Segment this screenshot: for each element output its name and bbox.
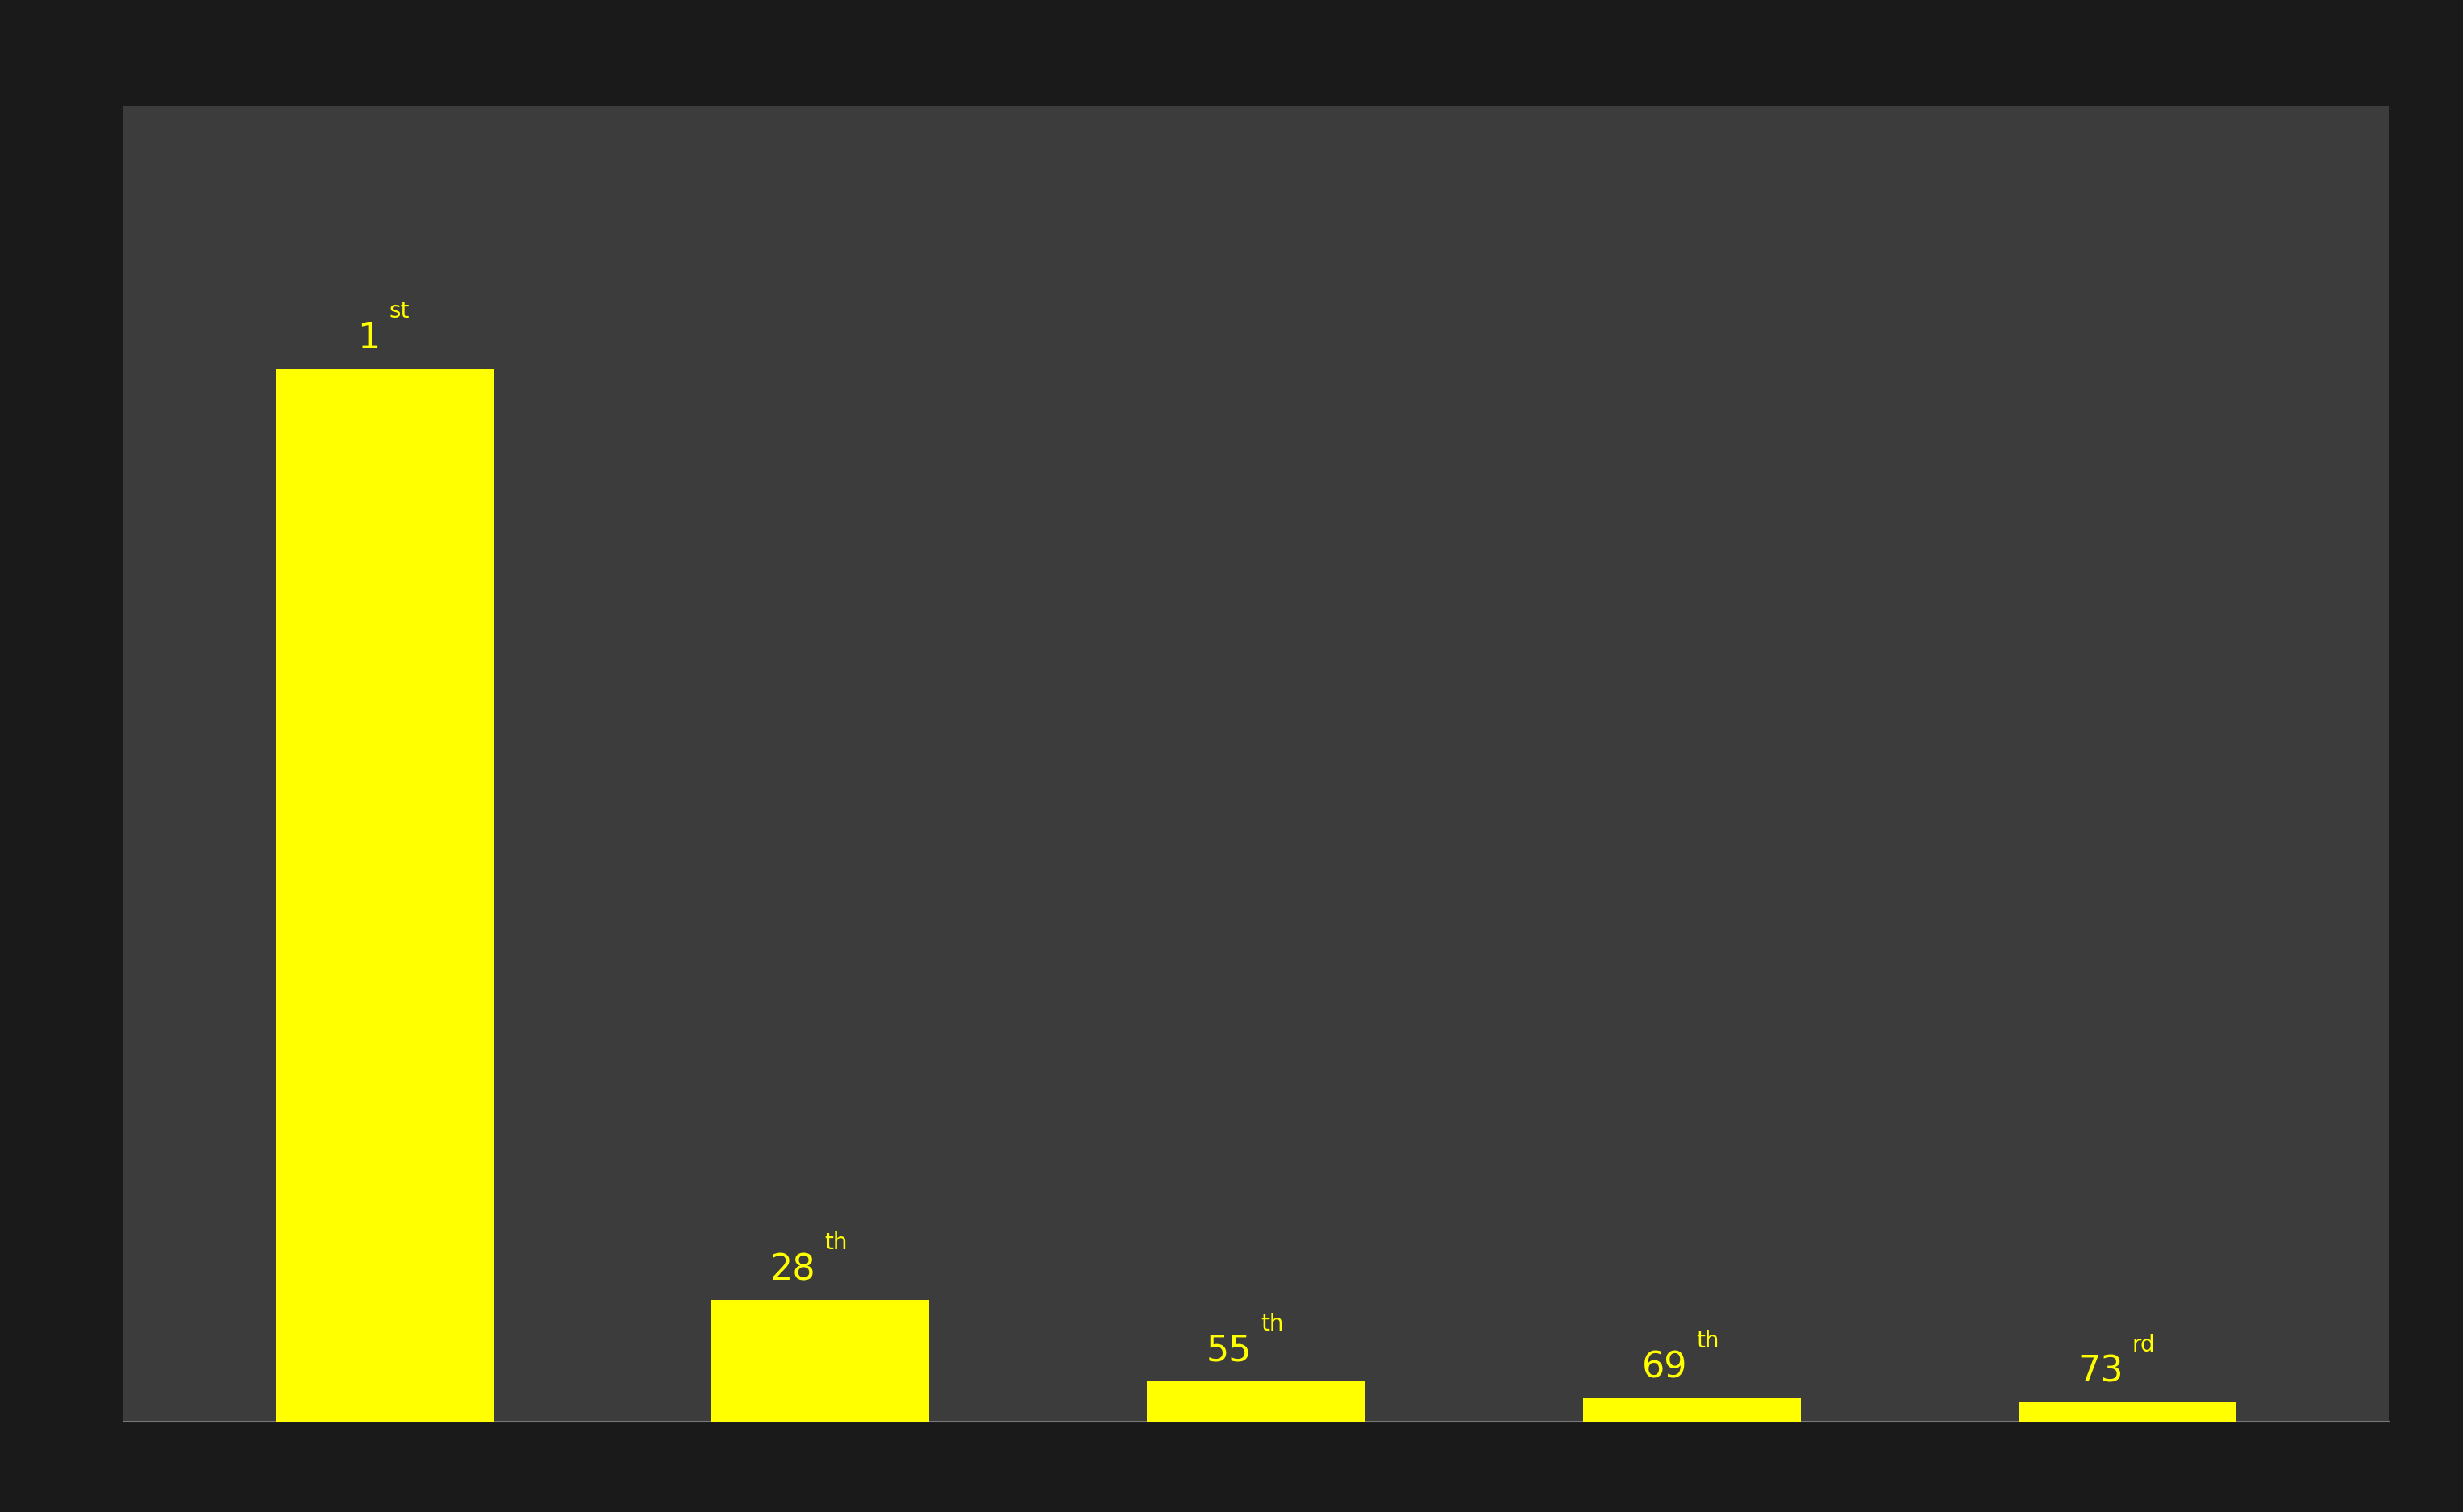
Text: th: th [825, 1232, 847, 1255]
Text: rd: rd [2133, 1334, 2155, 1356]
Bar [1584, 1399, 1800, 1421]
Text: th: th [1697, 1329, 1719, 1352]
Bar [276, 369, 493, 1421]
Text: 69: 69 [1643, 1350, 1687, 1385]
Bar [712, 1300, 929, 1421]
Text: st: st [389, 301, 409, 324]
Text: 1: 1 [357, 321, 379, 355]
Text: 73: 73 [2079, 1355, 2123, 1390]
Bar [1148, 1382, 1365, 1421]
Text: 55: 55 [1207, 1334, 1251, 1368]
Bar [2020, 1402, 2236, 1421]
Text: 28: 28 [771, 1252, 815, 1287]
Text: th: th [1261, 1312, 1283, 1335]
